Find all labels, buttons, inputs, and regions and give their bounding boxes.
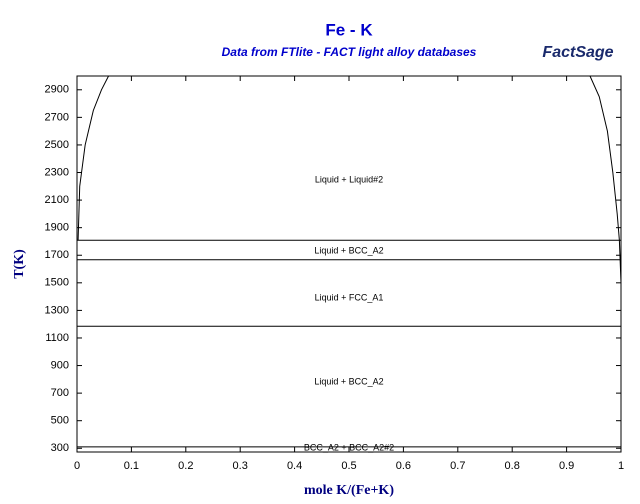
chart-subtitle: Data from FTlite - FACT light alloy data… — [222, 45, 477, 59]
y-tick-label: 1700 — [45, 249, 69, 261]
y-tick-label: 2300 — [45, 166, 69, 178]
x-tick-label: 0.3 — [233, 460, 248, 472]
x-tick-label: 0 — [74, 460, 80, 472]
y-tick-label: 500 — [51, 415, 69, 427]
phase-boundary — [589, 75, 622, 283]
y-tick-label: 1900 — [45, 222, 69, 234]
x-tick-label: 0.1 — [124, 460, 139, 472]
x-tick-label: 0.4 — [287, 460, 302, 472]
y-tick-label: 2900 — [45, 84, 69, 96]
y-tick-label: 1500 — [45, 277, 69, 289]
phase-boundary — [77, 75, 109, 241]
logo: FactSage — [542, 44, 613, 61]
x-tick-label: 1 — [618, 460, 624, 472]
x-tick-label: 0.2 — [178, 460, 193, 472]
region-label: BCC_A2 + BCC_A2#2 — [304, 443, 394, 453]
x-axis-label: mole K/(Fe+K) — [304, 483, 394, 498]
x-tick-label: 0.8 — [505, 460, 520, 472]
y-tick-label: 2700 — [45, 111, 69, 123]
y-tick-label: 2500 — [45, 139, 69, 151]
region-label: Liquid + BCC_A2 — [314, 245, 383, 255]
plot-frame — [76, 75, 622, 453]
y-tick-label: 2100 — [45, 194, 69, 206]
y-tick-label: 300 — [51, 442, 69, 454]
y-tick-label: 1100 — [45, 332, 69, 344]
chart-title: Fe - K — [325, 20, 373, 39]
x-tick-label: 0.9 — [559, 460, 574, 472]
region-label: Liquid + BCC_A2 — [314, 377, 383, 387]
x-tick-label: 0.6 — [396, 460, 411, 472]
y-tick-label: 700 — [51, 387, 69, 399]
y-tick-label: 900 — [51, 359, 69, 371]
region-label: Liquid + FCC_A1 — [315, 293, 384, 303]
region-label: Liquid + Liquid#2 — [315, 174, 383, 184]
y-tick-label: 1300 — [45, 304, 69, 316]
y-axis-label: T(K) — [12, 249, 27, 279]
x-tick-label: 0.7 — [450, 460, 465, 472]
x-tick-label: 0.5 — [341, 460, 356, 472]
